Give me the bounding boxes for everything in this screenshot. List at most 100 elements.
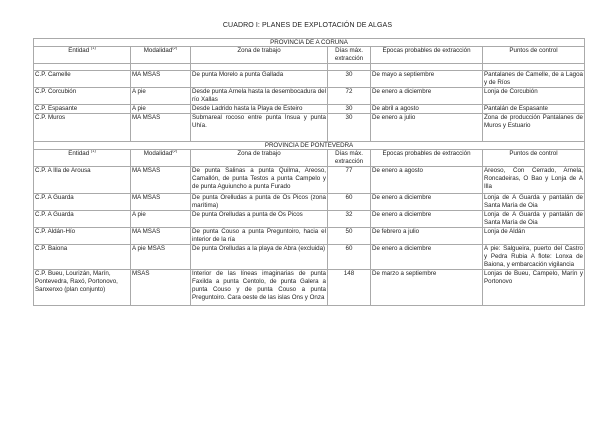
table-row: C.P. Espasante A pie Desde Ladrido hasta l… <box>33 104 585 114</box>
cell-modalidad: A pie <box>130 210 191 228</box>
footnote-1: (1) <box>90 46 96 50</box>
cell-dias: 32 <box>327 210 371 228</box>
cell-zona: Desde punta Arnela hasta la desembocadur… <box>190 87 328 105</box>
cell-entidad: C.P. Camelle <box>33 70 131 88</box>
cell-epocas: De febrero a julio <box>370 227 483 245</box>
cell-dias: 77 <box>327 166 371 194</box>
header-entidad: Entidad (1) <box>33 46 131 64</box>
empty-cell <box>327 63 371 71</box>
header-zona: Zona de trabajo <box>190 149 328 167</box>
table-row: C.P. Bueu, Lourizán, Marín, Pontevedra, … <box>33 269 585 306</box>
cell-entidad: C.P. Corcubión <box>33 87 131 105</box>
empty-cell <box>190 63 328 71</box>
header-modalidad-label: Modalidad <box>143 150 173 158</box>
header-epocas: Epocas probables de extracción <box>370 46 483 64</box>
cell-puntos: Lonja de Corcubión <box>482 87 585 105</box>
cell-zona: De punta Orelludas a la playa de Abra (e… <box>190 244 328 270</box>
cell-modalidad: MSAS <box>130 269 191 306</box>
header-modalidad: Modalidad(2) <box>130 149 191 167</box>
cell-dias: 50 <box>327 227 371 245</box>
cell-puntos: Zona de producción Pantalanes de Muros y… <box>482 113 585 142</box>
table-row: C.P. Corcubión A pie Desde punta Arnela ha… <box>33 87 585 105</box>
header-dias: Días máx. extracción <box>327 149 371 167</box>
cell-zona: Desde Ladrido hasta la Playa de Esteiro <box>190 104 328 114</box>
footnote-1: (1) <box>90 149 96 153</box>
cell-entidad: C.P. A Guarda <box>33 210 131 228</box>
cell-puntos: Areoso, Con Cerrado, Arnela, Roncadeiras… <box>482 166 585 194</box>
table-row: C.P. A Guarda A pie De punta Orelludas a p… <box>33 210 585 228</box>
cell-zona: De punta Couso a punta Preguntoiro, haci… <box>190 227 328 245</box>
cell-modalidad: A pie MSAS <box>130 244 191 270</box>
cell-epocas: De enero a diciembre <box>370 210 483 228</box>
cell-entidad: C.P. A Guarda <box>33 193 131 211</box>
cell-puntos: Pantalanes de Camelle, de a Lagoa y de R… <box>482 70 585 88</box>
header-zona: Zona de trabajo <box>190 46 328 64</box>
cell-entidad: C.P. A Illa de Arousa <box>33 166 131 194</box>
cell-modalidad: MA MSAS <box>130 113 191 142</box>
cell-zona: De punta Morelo a punta Gallada <box>190 70 328 88</box>
header-puntos: Puntos de control <box>482 149 585 167</box>
cell-zona: Submareal rocoso entre punta Ínsua y pun… <box>190 113 328 142</box>
cell-epocas: De mayo a septiembre <box>370 70 483 88</box>
cell-modalidad: MA MSAS <box>130 70 191 88</box>
empty-row <box>33 63 585 71</box>
header-dias: Días máx. extracción <box>327 46 371 64</box>
document-title: CUADRO I: PLANES DE EXPLOTACIÓN DE ALGAS <box>222 22 393 29</box>
cell-zona: Interior de las líneas imaginarias de pu… <box>190 269 328 306</box>
cell-epocas: De enero a diciembre <box>370 87 483 105</box>
header-modalidad: Modalidad(2) <box>130 46 191 64</box>
cell-entidad: C.P. Espasante <box>33 104 131 114</box>
cell-modalidad: A pie <box>130 87 191 105</box>
empty-cell <box>482 63 585 71</box>
province-heading: PROVINCIA DE A CORUÑA <box>33 38 585 47</box>
footnote-2: (2) <box>172 46 178 50</box>
cell-dias: 60 <box>327 244 371 270</box>
cell-zona: De punta Orelludas a punta de Os Picos (… <box>190 193 328 211</box>
cell-zona: De punta Salinas a punta Quilma, Areoso,… <box>190 166 328 194</box>
cell-epocas: De enero a agosto <box>370 166 483 194</box>
cell-entidad: C.P. Muros <box>33 113 131 142</box>
header-epocas: Epocas probables de extracción <box>370 149 483 167</box>
header-entidad: Entidad (1) <box>33 149 131 167</box>
cell-epocas: De enero a diciembre <box>370 193 483 211</box>
cell-puntos: Lonja de A Guarda y pantalán de Santa Ma… <box>482 210 585 228</box>
cell-entidad: C.P. Bueu, Lourizán, Marín, Pontevedra, … <box>33 269 131 306</box>
cell-epocas: De enero a julio <box>370 113 483 142</box>
empty-cell <box>370 63 483 71</box>
cell-entidad: C.P. Baiona <box>33 244 131 270</box>
cell-modalidad: MA MSAS <box>130 166 191 194</box>
province-row: PROVINCIA DE A CORUÑA <box>33 38 585 47</box>
cell-modalidad: MA MSAS <box>130 227 191 245</box>
cell-dias: 30 <box>327 104 371 114</box>
cell-epocas: De enero a diciembre <box>370 244 483 270</box>
header-modalidad-label: Modalidad <box>143 47 173 55</box>
cell-epocas: De marzo a septiembre <box>370 269 483 306</box>
table-row: C.P. Aldán-Hío MA MSAS De punta Couso a pu… <box>33 227 585 245</box>
table-row: C.P. Baiona A pie MSAS De punta Orelludas … <box>33 244 585 270</box>
empty-cell <box>33 63 131 71</box>
empty-cell <box>130 63 191 71</box>
cell-dias: 148 <box>327 269 371 306</box>
table-row: C.P. Muros MA MSAS Submareal rocoso entre … <box>33 113 585 142</box>
cell-puntos: Lonja de A Guarda y pantalán de Santa Ma… <box>482 193 585 211</box>
cell-dias: 30 <box>327 113 371 142</box>
cell-zona: De punta Orelludas a punta de Os Picos <box>190 210 328 228</box>
header-puntos: Puntos de control <box>482 46 585 64</box>
algae-plans-table: PROVINCIA DE A CORUÑA Entidad (1) Modalida… <box>33 38 585 306</box>
province-row: PROVINCIA DE PONTEVEDRA <box>33 141 585 150</box>
cell-dias: 30 <box>327 70 371 88</box>
footnote-2: (2) <box>172 149 178 153</box>
cell-modalidad: A pie <box>130 104 191 114</box>
header-entidad-label: Entidad <box>68 150 90 158</box>
cell-modalidad: MA MSAS <box>130 193 191 211</box>
header-row: Entidad (1) Modalidad(2) Zona de trabajo Dí… <box>33 149 585 167</box>
cell-puntos: Lonja de Aldán <box>482 227 585 245</box>
table-row: C.P. A Guarda MA MSAS De punta Orelludas a… <box>33 193 585 211</box>
header-row: Entidad (1) Modalidad(2) Zona de trabajo Dí… <box>33 46 585 64</box>
cell-puntos: Pantalán de Espasante <box>482 104 585 114</box>
cell-dias: 72 <box>327 87 371 105</box>
cell-dias: 60 <box>327 193 371 211</box>
table-row: C.P. Camelle MA MSAS De punta Morelo a pun… <box>33 70 585 88</box>
cell-puntos: A pie: Salgueira, puerto del Castro y Pe… <box>482 244 585 270</box>
table-row: C.P. A Illa de Arousa MA MSAS De punta Sal… <box>33 166 585 194</box>
